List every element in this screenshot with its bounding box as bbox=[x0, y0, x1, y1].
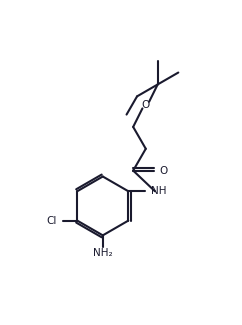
Text: Cl: Cl bbox=[46, 216, 56, 226]
Text: NH: NH bbox=[151, 186, 167, 196]
Text: O: O bbox=[160, 166, 168, 176]
Text: NH₂: NH₂ bbox=[93, 248, 113, 258]
Text: O: O bbox=[142, 100, 150, 110]
